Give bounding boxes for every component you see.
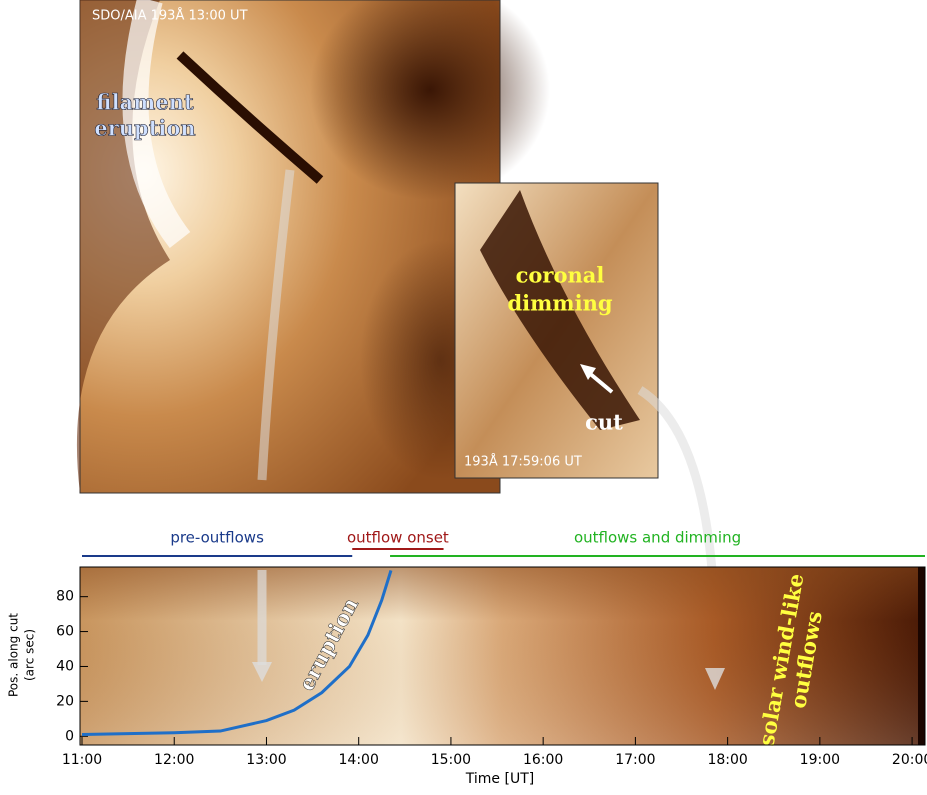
annotation: dimming [507, 291, 612, 316]
inset-label: 193Å 17:59:06 UT [464, 454, 582, 470]
annotation: filament [96, 90, 194, 115]
x-tick-label: 12:00 [154, 752, 194, 768]
y-tick-label: 20 [56, 693, 74, 709]
line [81, 570, 393, 737]
period-label: pre-outflows [170, 529, 264, 547]
period-label: outflows and dimming [574, 529, 741, 547]
x-tick-label: 19:00 [800, 752, 840, 768]
arrowhead [705, 668, 725, 690]
y-tick-label: 60 [56, 624, 74, 640]
x-tick-label: 17:00 [615, 752, 655, 768]
plot-frame [79, 566, 926, 746]
x-tick-label: 14:00 [339, 752, 379, 768]
y-axis-label: Pos. along cut [7, 613, 21, 697]
time-distance-plot [80, 567, 925, 745]
x-tick-label: 11:00 [62, 752, 102, 768]
cut-arrow [586, 370, 614, 394]
x-tick-label: 18:00 [707, 752, 747, 768]
x-tick-label: 16:00 [523, 752, 563, 768]
inset-image [454, 182, 720, 681]
x-tick-label: 13:00 [246, 752, 286, 768]
arrowhead [252, 662, 272, 682]
cut-arrowhead [580, 364, 596, 380]
annotation: coronal [516, 263, 605, 288]
annotation: eruption [94, 116, 195, 141]
x-tick-label: 20:00 [892, 752, 927, 768]
annotation: cut [585, 410, 623, 435]
y-tick-label: 0 [65, 728, 74, 744]
x-tick-label: 15:00 [431, 752, 471, 768]
y-tick-label: 40 [56, 658, 74, 674]
aia-image [76, 0, 550, 494]
image-label: SDO/AIA 193Å 13:00 UT [92, 8, 248, 24]
x-axis-label: Time [UT] [465, 771, 534, 787]
y-tick-label: 80 [56, 589, 74, 605]
period-label: outflow onset [347, 529, 449, 547]
y-axis-label: (arc sec) [23, 629, 37, 681]
